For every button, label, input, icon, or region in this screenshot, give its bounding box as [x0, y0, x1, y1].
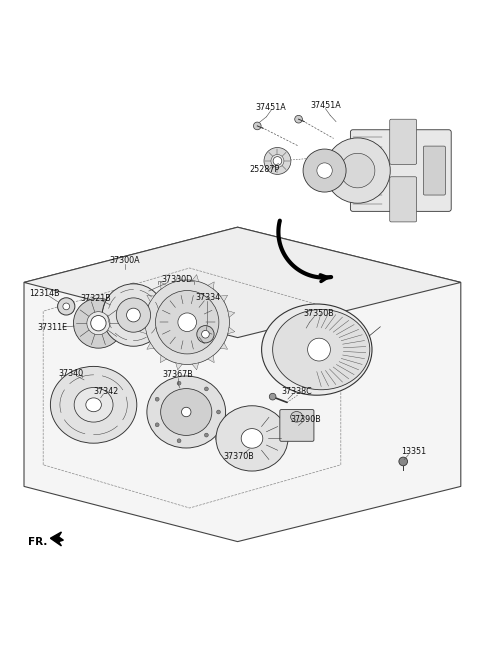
FancyBboxPatch shape — [390, 119, 417, 164]
Circle shape — [177, 381, 181, 385]
Polygon shape — [192, 275, 199, 281]
Text: 37367B: 37367B — [162, 370, 193, 379]
Polygon shape — [220, 295, 228, 302]
Polygon shape — [220, 343, 228, 349]
Circle shape — [155, 423, 159, 427]
Ellipse shape — [325, 138, 390, 203]
Circle shape — [177, 439, 181, 443]
Ellipse shape — [216, 435, 224, 442]
FancyBboxPatch shape — [350, 130, 451, 211]
Ellipse shape — [74, 388, 113, 422]
Text: 37340: 37340 — [59, 369, 84, 378]
Ellipse shape — [126, 399, 135, 407]
Circle shape — [175, 310, 199, 335]
Circle shape — [91, 316, 106, 331]
Ellipse shape — [290, 411, 302, 422]
FancyBboxPatch shape — [423, 146, 445, 195]
Polygon shape — [208, 356, 214, 363]
Circle shape — [87, 312, 110, 335]
Circle shape — [216, 410, 220, 414]
Text: 37370B: 37370B — [223, 452, 254, 461]
Circle shape — [308, 338, 330, 361]
Circle shape — [202, 331, 209, 338]
Text: 25287P: 25287P — [250, 165, 280, 174]
FancyBboxPatch shape — [280, 409, 314, 441]
Ellipse shape — [86, 398, 101, 412]
Circle shape — [197, 325, 214, 343]
Circle shape — [73, 298, 123, 348]
Ellipse shape — [262, 304, 372, 395]
Circle shape — [295, 115, 302, 123]
Text: 37330D: 37330D — [161, 276, 192, 285]
Text: 37300A: 37300A — [109, 256, 140, 265]
Text: 37350B: 37350B — [304, 309, 335, 318]
Ellipse shape — [216, 406, 288, 471]
Text: 37311E: 37311E — [38, 323, 68, 333]
Ellipse shape — [147, 376, 226, 448]
Ellipse shape — [280, 435, 288, 442]
Polygon shape — [176, 275, 182, 281]
Circle shape — [204, 433, 208, 437]
Text: FR.: FR. — [28, 537, 47, 546]
Polygon shape — [140, 311, 146, 318]
Circle shape — [253, 122, 261, 130]
Polygon shape — [140, 327, 146, 334]
Circle shape — [273, 157, 282, 165]
Text: 37451A: 37451A — [256, 103, 287, 112]
Ellipse shape — [241, 428, 263, 448]
Polygon shape — [176, 363, 182, 370]
Polygon shape — [50, 532, 63, 546]
Circle shape — [269, 394, 276, 400]
Circle shape — [399, 457, 408, 466]
Polygon shape — [228, 311, 235, 318]
Polygon shape — [24, 227, 461, 542]
Polygon shape — [192, 363, 199, 370]
Polygon shape — [160, 282, 167, 289]
Polygon shape — [147, 295, 154, 302]
Circle shape — [58, 298, 75, 315]
Text: 37321B: 37321B — [81, 294, 111, 302]
Text: 12314B: 12314B — [29, 289, 60, 298]
Text: 37451A: 37451A — [310, 101, 341, 110]
Circle shape — [178, 313, 196, 331]
Text: 37338C: 37338C — [281, 387, 312, 396]
Text: 37334: 37334 — [196, 293, 221, 302]
Text: 37342: 37342 — [93, 387, 118, 396]
Ellipse shape — [127, 308, 140, 322]
Ellipse shape — [340, 154, 375, 188]
Circle shape — [145, 280, 229, 365]
Circle shape — [271, 154, 284, 167]
Ellipse shape — [116, 298, 151, 332]
Ellipse shape — [156, 291, 219, 354]
Circle shape — [155, 398, 159, 401]
Ellipse shape — [129, 283, 138, 291]
Polygon shape — [24, 227, 461, 338]
Circle shape — [181, 407, 191, 417]
Text: 13351: 13351 — [401, 447, 426, 457]
Text: 37390B: 37390B — [291, 415, 322, 424]
FancyBboxPatch shape — [390, 177, 417, 222]
Ellipse shape — [161, 388, 212, 436]
Polygon shape — [228, 327, 235, 334]
Circle shape — [317, 163, 332, 178]
Circle shape — [303, 149, 346, 192]
Ellipse shape — [52, 399, 61, 407]
Ellipse shape — [102, 284, 165, 346]
Circle shape — [204, 387, 208, 391]
Circle shape — [264, 148, 291, 174]
Polygon shape — [208, 282, 214, 289]
Polygon shape — [147, 343, 154, 349]
Ellipse shape — [273, 310, 370, 390]
Ellipse shape — [50, 367, 137, 443]
Circle shape — [63, 303, 70, 310]
Polygon shape — [160, 356, 167, 363]
